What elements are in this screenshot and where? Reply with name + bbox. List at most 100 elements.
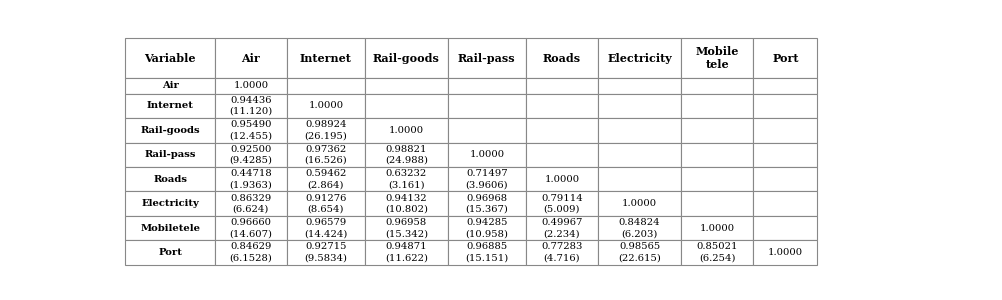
Text: Port: Port [158, 248, 181, 257]
Text: 0.92500
(9.4285): 0.92500 (9.4285) [229, 145, 273, 165]
Bar [365, 191, 448, 216]
Text: 1.0000: 1.0000 [469, 150, 504, 159]
Text: 0.98565
(22.615): 0.98565 (22.615) [617, 242, 660, 262]
Bar [753, 78, 817, 94]
Text: Port: Port [772, 52, 798, 64]
Bar [287, 118, 365, 142]
Bar [287, 191, 365, 216]
Bar [214, 240, 287, 265]
Bar [287, 216, 365, 240]
Bar [214, 142, 287, 167]
Bar [365, 216, 448, 240]
Text: 0.92715
(9.5834): 0.92715 (9.5834) [305, 242, 347, 262]
Text: 0.71497
(3.9606): 0.71497 (3.9606) [465, 169, 508, 189]
Bar [753, 94, 817, 118]
Text: Electricity: Electricity [606, 52, 671, 64]
Bar [125, 142, 214, 167]
Bar [680, 142, 753, 167]
Bar [125, 94, 214, 118]
Bar [365, 240, 448, 265]
Bar [365, 38, 448, 78]
Bar [448, 118, 525, 142]
Bar [365, 118, 448, 142]
Text: 0.49967
(2.234): 0.49967 (2.234) [541, 218, 582, 238]
Text: 0.94132
(10.802): 0.94132 (10.802) [385, 194, 428, 214]
Bar [680, 216, 753, 240]
Bar [525, 240, 597, 265]
Text: 0.84824
(6.203): 0.84824 (6.203) [618, 218, 659, 238]
Bar [525, 167, 597, 191]
Bar [525, 118, 597, 142]
Text: Internet: Internet [146, 101, 193, 110]
Text: 0.59462
(2.864): 0.59462 (2.864) [305, 169, 347, 189]
Bar [125, 240, 214, 265]
Bar [214, 191, 287, 216]
Bar [287, 240, 365, 265]
Bar [753, 216, 817, 240]
Text: 0.94871
(11.622): 0.94871 (11.622) [385, 242, 428, 262]
Text: Rail-pass: Rail-pass [144, 150, 195, 159]
Text: Rail-goods: Rail-goods [373, 52, 439, 64]
Bar [753, 38, 817, 78]
Text: 0.79114
(5.009): 0.79114 (5.009) [540, 194, 582, 214]
Bar [753, 167, 817, 191]
Bar [597, 167, 680, 191]
Text: 0.91276
(8.654): 0.91276 (8.654) [305, 194, 347, 214]
Text: Air: Air [241, 52, 261, 64]
Bar [448, 216, 525, 240]
Bar [597, 191, 680, 216]
Bar [597, 94, 680, 118]
Bar [287, 142, 365, 167]
Bar [597, 216, 680, 240]
Bar [448, 78, 525, 94]
Bar [448, 240, 525, 265]
Text: Roads: Roads [542, 52, 580, 64]
Bar [525, 142, 597, 167]
Bar [753, 191, 817, 216]
Bar [125, 118, 214, 142]
Bar [753, 142, 817, 167]
Text: 1.0000: 1.0000 [544, 175, 579, 184]
Bar [525, 94, 597, 118]
Bar [680, 191, 753, 216]
Bar [214, 38, 287, 78]
Text: Variable: Variable [144, 52, 195, 64]
Text: 1.0000: 1.0000 [699, 224, 734, 232]
Bar [125, 216, 214, 240]
Bar [753, 240, 817, 265]
Text: 0.44718
(1.9363): 0.44718 (1.9363) [229, 169, 273, 189]
Text: 1.0000: 1.0000 [389, 126, 424, 135]
Bar [597, 142, 680, 167]
Text: 0.98924
(26.195): 0.98924 (26.195) [305, 120, 347, 140]
Text: 0.94285
(10.958): 0.94285 (10.958) [465, 218, 508, 238]
Text: 0.96579
(14.424): 0.96579 (14.424) [304, 218, 348, 238]
Bar [125, 191, 214, 216]
Bar [597, 78, 680, 94]
Text: 0.96885
(15.151): 0.96885 (15.151) [465, 242, 508, 262]
Text: 0.63232
(3.161): 0.63232 (3.161) [386, 169, 427, 189]
Bar [214, 78, 287, 94]
Bar [597, 118, 680, 142]
Text: 0.95490
(12.455): 0.95490 (12.455) [229, 120, 273, 140]
Text: 1.0000: 1.0000 [767, 248, 802, 257]
Bar [753, 118, 817, 142]
Bar [525, 216, 597, 240]
Text: Internet: Internet [300, 52, 352, 64]
Bar [525, 191, 597, 216]
Bar [287, 167, 365, 191]
Text: 0.94436
(11.120): 0.94436 (11.120) [229, 96, 273, 116]
Text: 0.97362
(16.526): 0.97362 (16.526) [305, 145, 347, 165]
Text: 1.0000: 1.0000 [308, 101, 343, 110]
Bar [680, 167, 753, 191]
Bar [287, 78, 365, 94]
Bar [448, 38, 525, 78]
Bar [287, 94, 365, 118]
Bar [680, 38, 753, 78]
Bar [365, 167, 448, 191]
Bar [680, 94, 753, 118]
Text: 0.98821
(24.988): 0.98821 (24.988) [385, 145, 428, 165]
Text: 1.0000: 1.0000 [621, 199, 656, 208]
Text: Mobiletele: Mobiletele [140, 224, 199, 232]
Text: Mobile
tele: Mobile tele [695, 46, 738, 70]
Bar [214, 118, 287, 142]
